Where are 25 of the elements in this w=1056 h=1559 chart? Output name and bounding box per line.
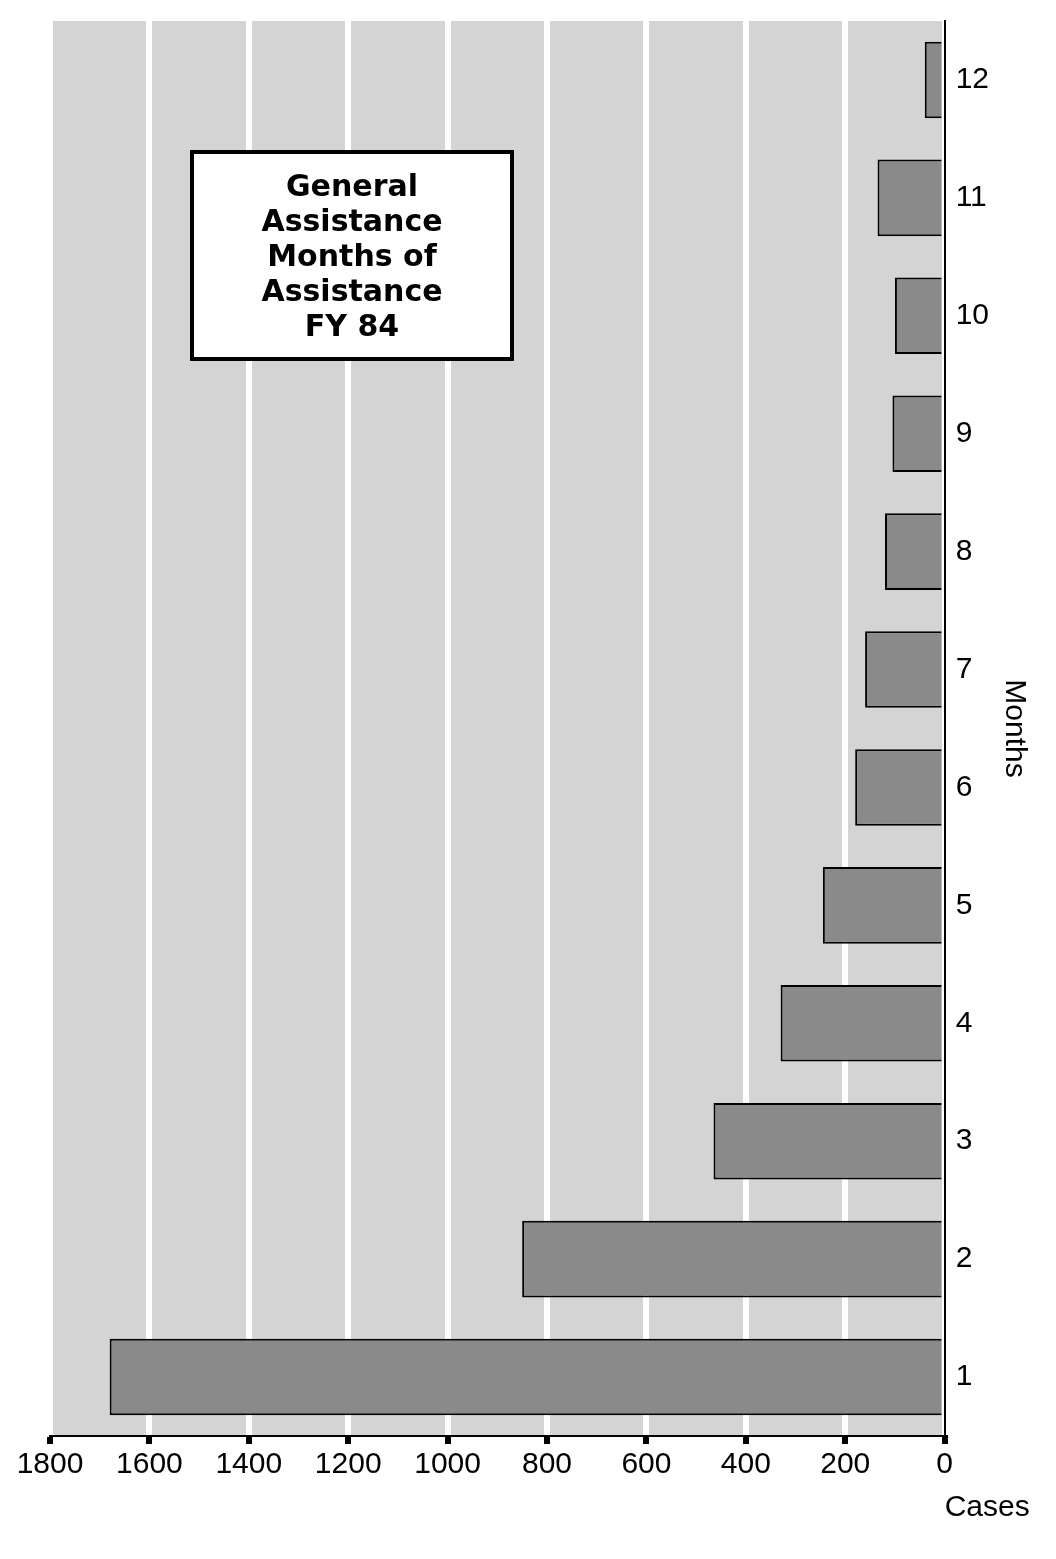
- y-tick-label: 11: [955, 179, 987, 213]
- y-tick-label: 10: [955, 297, 990, 331]
- y-tick-label: 3: [955, 1122, 973, 1156]
- y-tick-label: 4: [955, 1004, 973, 1038]
- x-tick-label: 800: [521, 1446, 573, 1480]
- y-tick-label: 8: [955, 532, 973, 566]
- y-tick-label: 7: [955, 650, 973, 684]
- y-tick-label: 12: [955, 61, 990, 95]
- x-tick-label: 200: [820, 1446, 871, 1480]
- x-tick-label: 1400: [215, 1446, 283, 1480]
- x-tick-label: 1600: [116, 1446, 183, 1480]
- y-axis-title: Months: [999, 679, 1033, 778]
- x-tick-label: 1000: [414, 1446, 481, 1480]
- x-tick-label: 1800: [16, 1446, 84, 1480]
- x-tick-label: 1200: [314, 1446, 382, 1480]
- text: General Assistance Months of Assistance FY 84: [260, 168, 444, 343]
- y-tick-label: 5: [955, 886, 973, 920]
- y-tick-label: 1: [955, 1358, 973, 1392]
- y-tick-label: 2: [955, 1240, 973, 1274]
- x-axis-title: Cases: [944, 1489, 1030, 1523]
- y-tick-label: 6: [955, 768, 973, 802]
- x-tick-label: 0: [936, 1446, 953, 1480]
- x-tick-label: 600: [621, 1446, 672, 1480]
- x-tick-label: 400: [720, 1446, 771, 1480]
- y-tick-label: 9: [955, 414, 973, 448]
